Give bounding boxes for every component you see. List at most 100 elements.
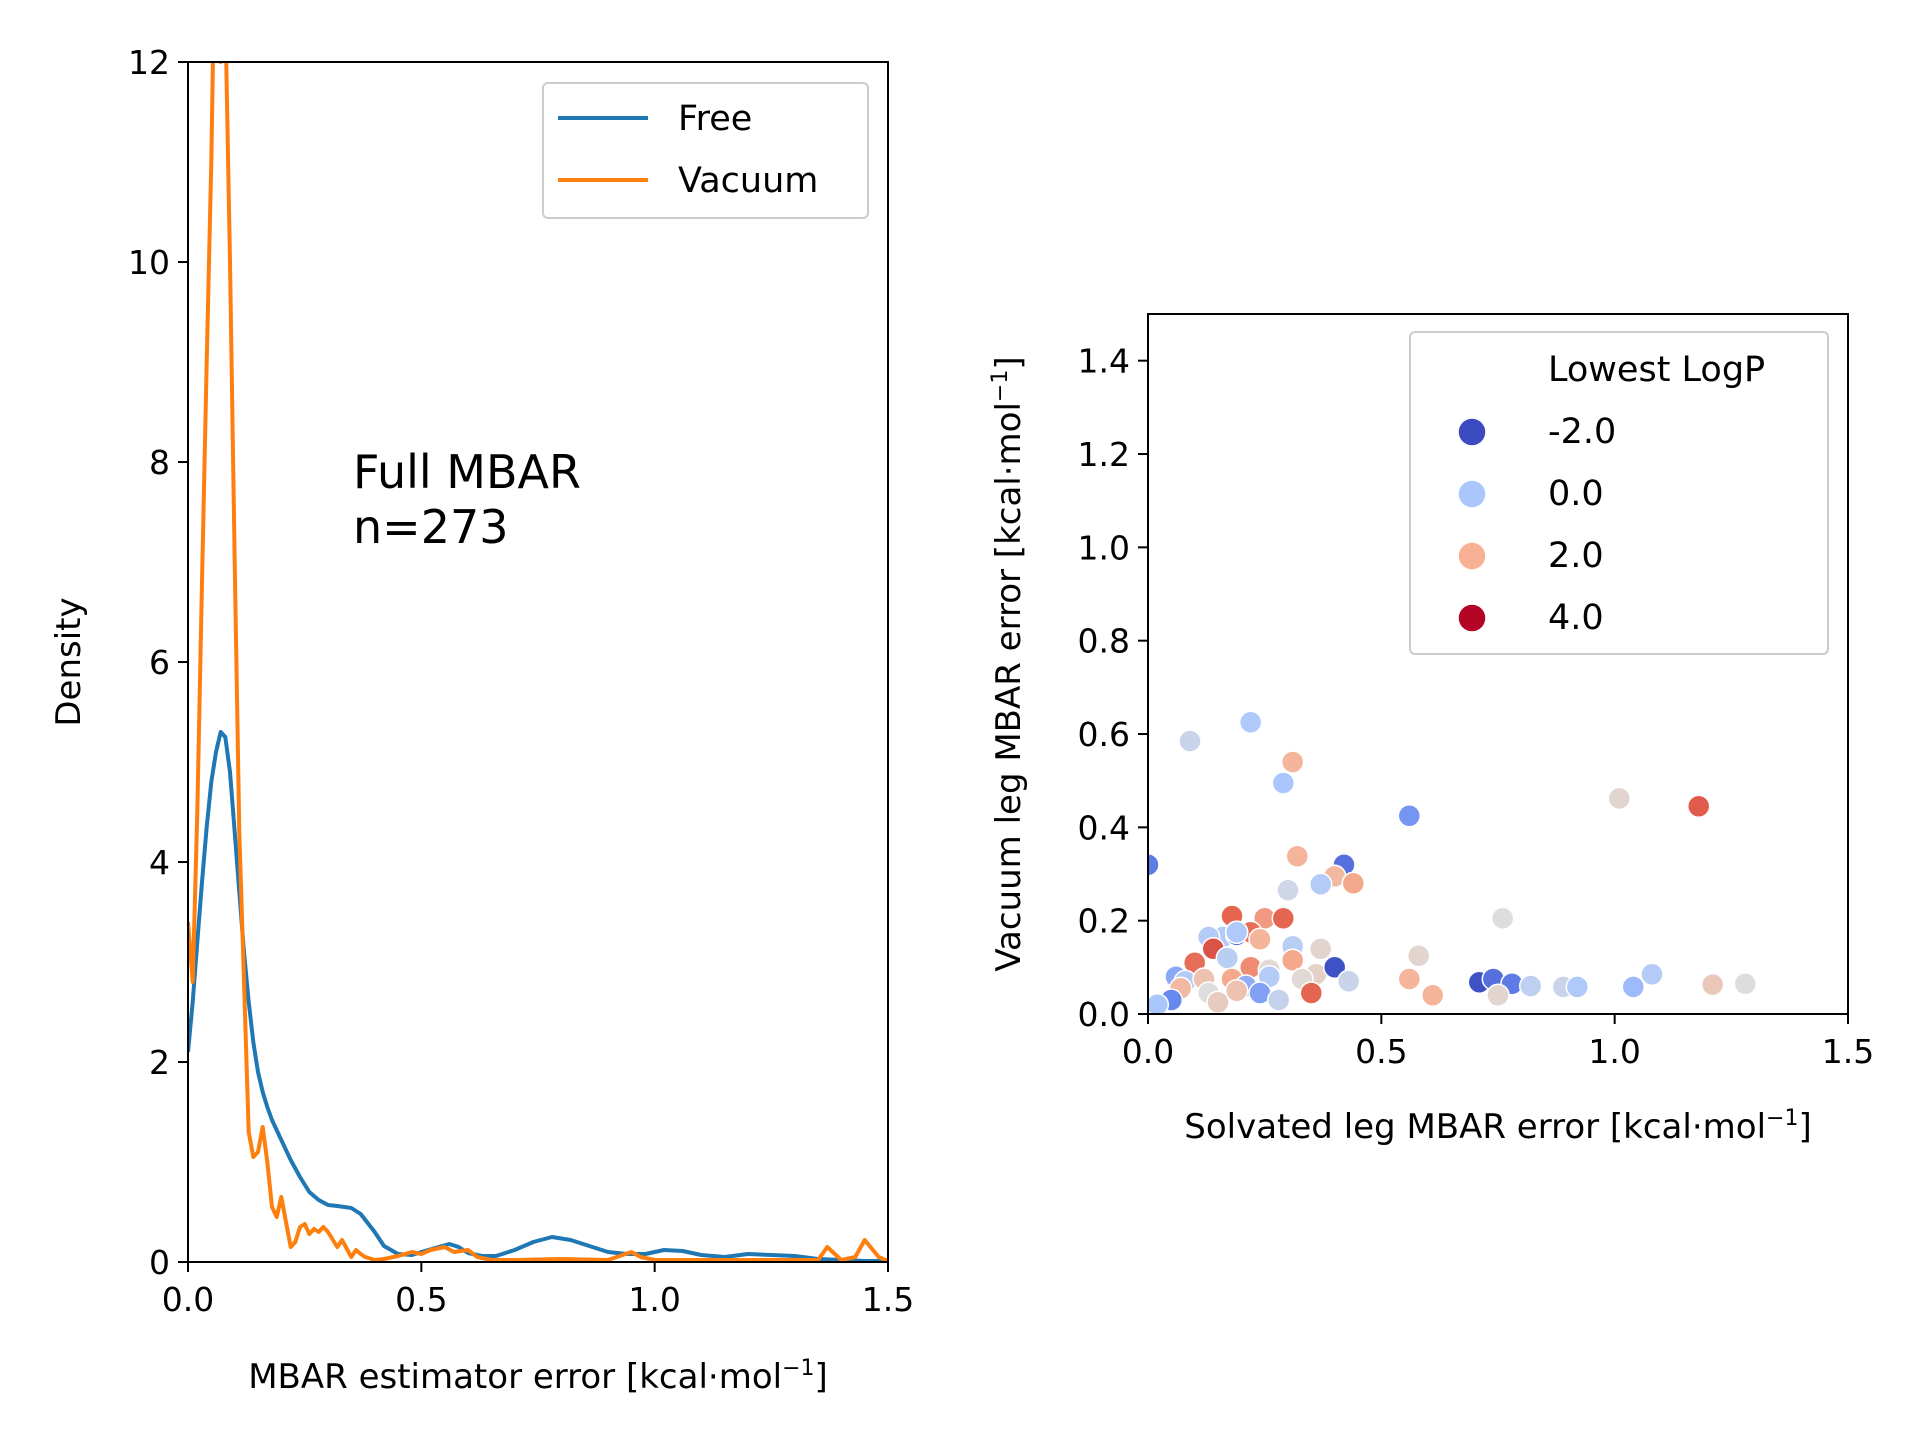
scatter-legend: Lowest LogP -2.0 0.0 2.0 4.0 — [1409, 331, 1829, 655]
scatter-point — [1607, 786, 1632, 811]
legend-label-4: 4.0 — [1548, 598, 1604, 638]
scatter-point — [1341, 871, 1366, 896]
scatter-point — [1308, 872, 1333, 897]
scatter-y-axis-label-sup: −1 — [988, 370, 1013, 402]
scatter-point — [1178, 729, 1202, 753]
scatter-y-tick-label: 0.2 — [1078, 902, 1130, 941]
scatter-point — [1276, 878, 1300, 903]
scatter-y-ticks: 0.0 0.2 0.4 0.6 0.8 1.0 1.2 1.4 — [1078, 342, 1148, 1034]
density-series-group — [188, 62, 888, 1262]
scatter-point — [1266, 988, 1291, 1012]
scatter-point — [1238, 710, 1263, 735]
scatter-y-tick-label: 0.0 — [1078, 995, 1130, 1034]
scatter-y-tick-label: 1.4 — [1078, 342, 1130, 381]
scatter-legend-title: Lowest LogP — [1548, 350, 1765, 390]
density-x-axis-label: MBAR estimator error [kcal·mol−1] — [248, 1356, 828, 1397]
legend-label-neg2: -2.0 — [1548, 412, 1616, 452]
density-x-axis-label-end: ] — [815, 1357, 828, 1397]
scatter-point — [1640, 962, 1664, 987]
scatter-x-tick-label: 1.5 — [1822, 1032, 1874, 1071]
density-annotation-line2: n=273 — [353, 500, 509, 554]
legend-label-free: Free — [678, 99, 752, 139]
scatter-x-tick-label: 0.5 — [1355, 1032, 1407, 1071]
scatter-point — [1280, 750, 1305, 774]
density-y-ticks: 0 2 4 6 8 10 12 — [128, 43, 188, 1282]
legend-marker-neg2 — [1457, 417, 1487, 447]
density-y-tick-label: 10 — [128, 243, 170, 282]
scatter-point — [1299, 981, 1324, 1005]
scatter-point — [1406, 943, 1431, 968]
scatter-x-ticks: 0.0 0.5 1.0 1.5 — [1122, 1014, 1874, 1071]
scatter-y-axis-label-main: Vacuum leg MBAR error [kcal·mol — [989, 402, 1029, 972]
density-x-tick-label: 1.0 — [628, 1280, 680, 1319]
scatter-point — [1621, 975, 1646, 999]
scatter-points-group — [1148, 710, 1758, 1014]
scatter-chart: 0.0 0.5 1.0 1.5 0.0 0.2 0.4 0.6 0.8 1.0 1.2 1.4 So… — [988, 313, 1874, 1147]
scatter-y-tick-label: 1.2 — [1078, 435, 1130, 474]
scatter-point — [1397, 967, 1422, 991]
scatter-point — [1271, 906, 1296, 931]
scatter-point — [1733, 971, 1758, 996]
legend-label-2: 2.0 — [1548, 536, 1604, 576]
scatter-point — [1280, 948, 1305, 973]
density-x-ticks: 0.0 0.5 1.0 1.5 — [162, 1262, 914, 1319]
density-x-tick-label: 0.5 — [395, 1280, 447, 1319]
scatter-x-axis-label-sup: −1 — [1766, 1106, 1798, 1131]
scatter-point — [1518, 974, 1543, 998]
scatter-point — [1336, 969, 1361, 994]
scatter-y-axis-label: Vacuum leg MBAR error [kcal·mol−1] — [988, 356, 1029, 971]
density-y-tick-label: 4 — [149, 843, 170, 882]
scatter-point — [1285, 844, 1310, 869]
scatter-point — [1224, 978, 1249, 1003]
density-x-axis-label-sup: −1 — [782, 1356, 814, 1381]
scatter-legend-frame — [1409, 331, 1829, 655]
scatter-y-tick-label: 0.6 — [1078, 715, 1130, 754]
scatter-y-tick-label: 0.4 — [1078, 808, 1130, 847]
legend-label-0: 0.0 — [1548, 474, 1604, 514]
scatter-x-tick-label: 0.0 — [1122, 1032, 1174, 1071]
density-y-tick-label: 12 — [128, 43, 170, 82]
scatter-point — [1215, 946, 1240, 970]
scatter-point — [1224, 920, 1249, 945]
density-y-tick-label: 2 — [149, 1043, 170, 1082]
scatter-x-tick-label: 1.0 — [1588, 1032, 1640, 1071]
density-y-tick-label: 0 — [149, 1243, 170, 1282]
scatter-point — [1148, 992, 1170, 1014]
density-x-tick-label: 0.0 — [162, 1280, 214, 1319]
scatter-axes-frame — [1147, 313, 1849, 1015]
legend-label-vacuum: Vacuum — [678, 161, 818, 201]
scatter-x-axis-label-end: ] — [1798, 1107, 1811, 1147]
density-y-axis-label: Density — [49, 597, 89, 726]
density-chart: 0.0 0.5 1.0 1.5 0 2 4 6 8 10 12 MBAR estimator er… — [49, 43, 914, 1397]
scatter-point — [1397, 803, 1422, 828]
density-x-tick-label: 1.5 — [862, 1280, 914, 1319]
scatter-point — [1486, 983, 1510, 1008]
scatter-y-axis-label-end: ] — [989, 356, 1029, 369]
scatter-point — [1686, 794, 1711, 819]
legend-marker-0 — [1457, 479, 1487, 509]
density-annotation-line1: Full MBAR — [353, 445, 581, 499]
legend-marker-4 — [1457, 603, 1487, 633]
density-line-free — [188, 730, 888, 1262]
density-y-tick-label: 6 — [149, 643, 170, 682]
scatter-point — [1271, 771, 1296, 795]
scatter-point — [1700, 972, 1725, 997]
scatter-y-tick-label: 1.0 — [1078, 528, 1130, 567]
density-legend: Free Vacuum — [542, 82, 869, 219]
density-line-vacuum — [188, 62, 888, 1262]
scatter-point — [1248, 927, 1272, 952]
legend-marker-2 — [1457, 541, 1487, 571]
scatter-point — [1148, 852, 1160, 877]
scatter-point — [1308, 936, 1333, 961]
scatter-point — [1206, 990, 1230, 1014]
scatter-point — [1490, 906, 1515, 931]
scatter-point — [1322, 955, 1347, 980]
scatter-point — [1565, 975, 1590, 999]
scatter-x-axis-label-main: Solvated leg MBAR error [kcal·mol — [1184, 1107, 1766, 1147]
density-y-tick-label: 8 — [149, 443, 170, 482]
density-x-axis-label-main: MBAR estimator error [kcal·mol — [248, 1357, 782, 1397]
scatter-x-axis-label: Solvated leg MBAR error [kcal·mol−1] — [1184, 1106, 1811, 1147]
scatter-point — [1420, 983, 1445, 1008]
scatter-y-tick-label: 0.8 — [1078, 622, 1130, 661]
